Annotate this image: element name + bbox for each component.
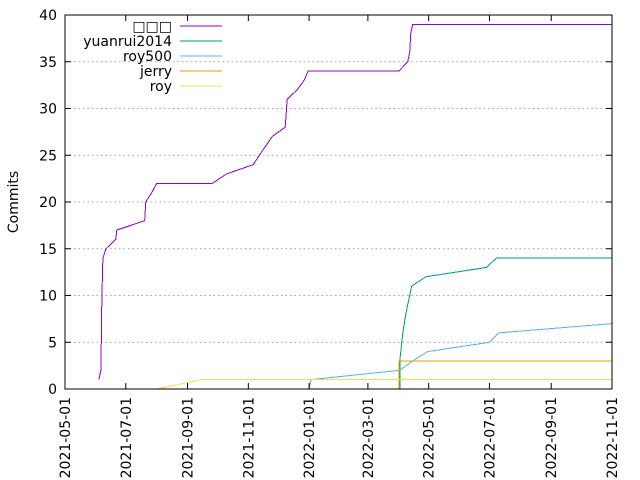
y-tick-label: 20 bbox=[39, 195, 57, 211]
y-axis-title: Commits bbox=[6, 171, 22, 233]
y-tick-label: 35 bbox=[39, 55, 57, 71]
x-tick-label: 2021-09-01 bbox=[181, 397, 197, 478]
x-tick-label: 2021-11-01 bbox=[241, 397, 257, 478]
x-tick-label: 2021-07-01 bbox=[119, 397, 135, 478]
series-line-□□□ bbox=[98, 23, 612, 380]
grid-layer bbox=[65, 61, 612, 343]
y-tick-label: 15 bbox=[39, 242, 57, 258]
legend-label: jerry bbox=[139, 64, 172, 80]
series-line-yuanrui2014 bbox=[399, 257, 612, 389]
x-tick-label: 2021-05-01 bbox=[58, 397, 74, 478]
y-tick-label: 40 bbox=[39, 8, 57, 24]
y-tick-label: 0 bbox=[48, 382, 57, 398]
series-layer bbox=[98, 23, 613, 390]
y-tick-label: 25 bbox=[39, 148, 57, 164]
legend-label: yuanrui2014 bbox=[83, 34, 172, 50]
series-line-roy500 bbox=[308, 323, 613, 390]
x-tick-label: 2022-09-01 bbox=[544, 397, 560, 478]
y-tick-label: 5 bbox=[48, 335, 57, 351]
x-tick-label: 2022-05-01 bbox=[422, 397, 438, 478]
legend-label: roy500 bbox=[123, 49, 172, 65]
legend-label: roy bbox=[150, 79, 172, 95]
x-tick-label: 2022-07-01 bbox=[482, 397, 498, 478]
x-tick-label: 2022-01-01 bbox=[302, 397, 318, 478]
axis-layer: 0 5 10 15 20 25 30 35 40 2021-05-01 2021-07-01 2021… bbox=[39, 8, 621, 478]
x-tick-label: 2022-03-01 bbox=[361, 397, 377, 478]
series-line-roy bbox=[156, 379, 612, 390]
legend-label: □□□ bbox=[132, 19, 172, 35]
y-tick-label: 10 bbox=[39, 289, 57, 305]
y-tick-label: 30 bbox=[39, 102, 57, 118]
x-tick-label: 2022-11-01 bbox=[605, 397, 621, 478]
series-line-jerry bbox=[398, 360, 612, 389]
